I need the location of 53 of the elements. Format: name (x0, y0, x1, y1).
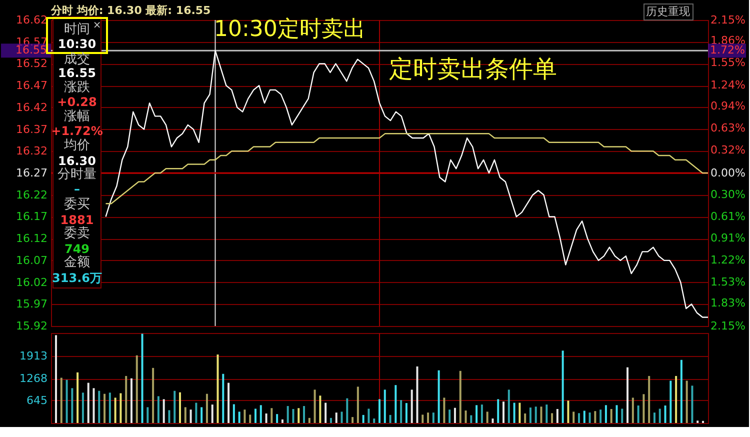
annotation: 涨跌 (64, 80, 90, 95)
y2-tick-label: 2.15% (710, 320, 746, 332)
y-tick-label: 16.17 (16, 210, 48, 224)
annotation: 均价 (63, 138, 90, 153)
y2-tick-label: 1.83% (710, 296, 746, 310)
y-tick-label: 16.32 (16, 144, 48, 158)
annotation: 749 (64, 242, 90, 256)
y-tick-label: 16.47 (16, 79, 48, 92)
annotation: +0.28 (57, 95, 97, 109)
y-tick-label: 16.37 (16, 122, 48, 136)
annotation: 金额 (64, 255, 90, 270)
y2-tick-label: 1.22% (710, 253, 746, 266)
y2-tick-label: 0.32% (710, 144, 746, 157)
annotation: 分时量 (58, 167, 96, 182)
y-tick-label: 15.92 (16, 320, 48, 332)
y2-tick-label: 0.30% (710, 188, 746, 201)
y-tick-label: 16.02 (16, 276, 48, 289)
annotation: 委卖 (64, 226, 90, 241)
annotation: 16.55 (58, 66, 96, 80)
y-tick-label: 1913 (20, 350, 48, 363)
annotation: 委买 (64, 197, 90, 212)
annotation: 10:30 (58, 37, 96, 51)
y2-tick-label: 0.63% (710, 122, 746, 135)
y2-tick-label: 0.61% (710, 210, 746, 223)
y2-tick-label: 0.00% (710, 166, 746, 180)
y-tick-label: 16.27 (16, 166, 48, 180)
annotation: – (74, 182, 80, 196)
y2-tick-label: 1.53% (710, 275, 746, 288)
annotation: 1881 (60, 213, 94, 227)
annotation: 10:30定时卖出 (214, 17, 366, 42)
annotation: × (92, 20, 102, 31)
text: 历史重现 (646, 5, 690, 18)
y2-tick-label: 1.24% (710, 78, 746, 92)
annotation: 成交 (64, 51, 90, 67)
text: 分时 均价: 16.30 最新: 16.55 (50, 4, 211, 17)
y-tick-label: 15.97 (16, 298, 48, 311)
y-tick-label: 16.12 (16, 232, 48, 246)
annotation: 16.30 (58, 154, 96, 168)
annotation: +1.72% (51, 124, 103, 138)
annotation: 时间 (64, 22, 90, 37)
y-tick-label: 645 (26, 394, 48, 407)
annotation: 1.72% (710, 44, 745, 57)
y2-tick-label: 1.55% (710, 56, 746, 70)
y2-tick-label: 0.94% (710, 100, 746, 113)
annotation: 定时卖出条件单 (389, 55, 557, 83)
y-tick-label: 1268 (20, 372, 48, 386)
annotation: 涨幅 (64, 109, 90, 124)
y-tick-label: 16.22 (16, 188, 48, 202)
y-tick-label: 16.07 (16, 254, 48, 267)
y-tick-label: 16.42 (16, 100, 48, 114)
y-tick-label: 16.52 (16, 57, 48, 70)
y2-tick-label: 2.15% (710, 14, 746, 26)
y2-tick-label: 0.91% (710, 231, 746, 244)
